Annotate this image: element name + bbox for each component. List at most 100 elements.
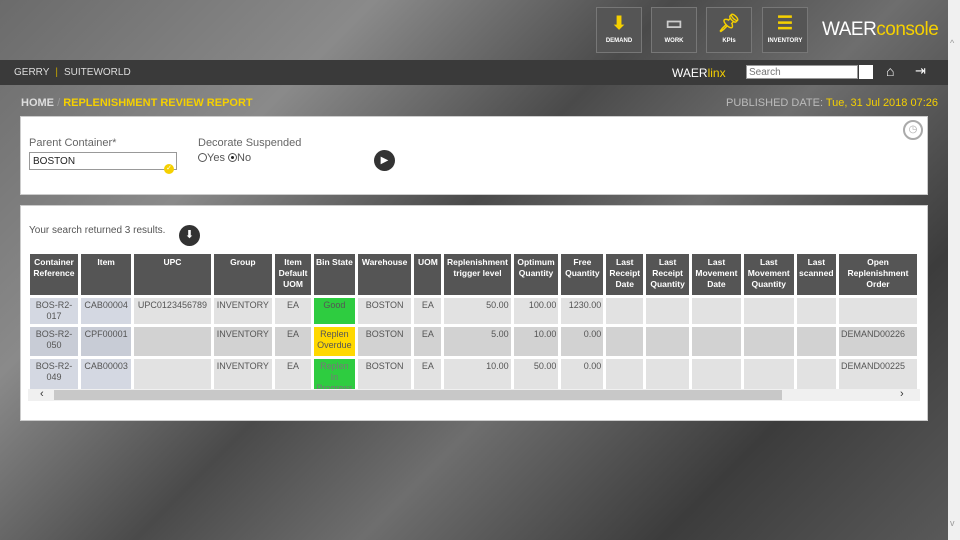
scrollbar-thumb[interactable]: [54, 390, 782, 400]
column-header[interactable]: UOM: [414, 254, 442, 295]
results-table: Container Reference Item UPC Group Item Defa…: [28, 251, 920, 389]
published-date: PUBLISHED DATE: Tue, 31 Jul 2018 07:26: [726, 97, 938, 109]
results-message: Your search returned 3 results.: [29, 225, 166, 236]
table-cell: EA: [275, 298, 311, 324]
breadcrumb-home[interactable]: HOME: [21, 97, 54, 109]
waerconsole-logo: WAERconsole: [822, 19, 939, 40]
tile-label: DEMAND: [605, 38, 633, 44]
column-header[interactable]: Open Replenishment Order: [838, 254, 917, 295]
work-tile[interactable]: ▭ WORK: [651, 7, 697, 53]
inventory-tile[interactable]: ☰ INVENTORY: [762, 7, 808, 53]
column-header[interactable]: Item Default UOM: [275, 254, 311, 295]
table-cell: CAB00004: [80, 298, 132, 324]
table-cell: [691, 298, 741, 324]
table-cell: 10.00: [513, 327, 559, 356]
column-header[interactable]: Warehouse: [357, 254, 412, 295]
bin-state-badge: Good: [313, 298, 355, 324]
column-header[interactable]: Last scanned: [796, 254, 836, 295]
tile-label: WORK: [664, 38, 684, 44]
table-cell: [134, 327, 211, 356]
table-cell: EA: [414, 298, 442, 324]
column-header[interactable]: Replenishment trigger level: [444, 254, 511, 295]
radio-no-label: No: [237, 152, 252, 164]
tile-label: INVENTORY: [767, 38, 803, 44]
search-input[interactable]: [746, 65, 858, 79]
table-cell: [796, 327, 836, 356]
table-cell: [796, 359, 836, 389]
top-bar: ⬇ DEMAND ▭ WORK 📌︎ KPIs ☰ INVENTORY WAERcons…: [0, 0, 948, 60]
table-cell: EA: [275, 359, 311, 389]
table-cell: BOS-R2-017: [30, 298, 78, 324]
timer-icon[interactable]: ◷: [903, 120, 923, 140]
pushpin-icon: 📌︎: [717, 13, 741, 33]
kpis-tile[interactable]: 📌︎ KPIs: [706, 7, 752, 53]
column-header[interactable]: Last Movement Quantity: [743, 254, 794, 295]
bin-state-badge: Replen Overdue: [313, 327, 355, 356]
results-panel: Your search returned 3 results. ⬇ Contai…: [20, 205, 928, 421]
vertical-scrollbar[interactable]: ^ v: [948, 0, 960, 540]
table-cell: [606, 327, 644, 356]
column-header[interactable]: Optimum Quantity: [513, 254, 559, 295]
table-cell: CPF00001: [80, 327, 132, 356]
logout-icon[interactable]: ⇥: [915, 63, 926, 78]
column-header[interactable]: Item: [80, 254, 132, 295]
table-cell: [743, 298, 794, 324]
demand-tile[interactable]: ⬇ DEMAND: [596, 7, 642, 53]
download-icon[interactable]: ⬇: [179, 225, 200, 246]
table-cell: BOSTON: [357, 359, 412, 389]
table-cell: 50.00: [513, 359, 559, 389]
column-header[interactable]: Free Quantity: [561, 254, 604, 295]
radio-yes[interactable]: [198, 153, 207, 162]
parent-container-input[interactable]: BOSTON: [29, 152, 177, 170]
bin-state-badge: Replen In Progress: [313, 359, 355, 389]
table-cell: DEMAND00226: [838, 327, 917, 356]
table-row[interactable]: BOS-R2-050 CPF00001 INVENTORY EA Replen Over…: [30, 327, 917, 356]
table-cell: 50.00: [444, 298, 511, 324]
site-name[interactable]: SUITEWORLD: [64, 67, 131, 78]
table-cell: EA: [414, 359, 442, 389]
table-cell: [606, 359, 644, 389]
table-cell: 0.00: [561, 327, 604, 356]
table-cell: [646, 327, 689, 356]
filter-panel: Parent Container* BOSTON ✓ Decorate Susp…: [20, 116, 928, 195]
column-header[interactable]: Group: [213, 254, 273, 295]
table-cell: [134, 359, 211, 389]
table-cell: BOS-R2-049: [30, 359, 78, 389]
table-cell: BOSTON: [357, 298, 412, 324]
table-cell: [743, 359, 794, 389]
decorate-suspended-label: Decorate Suspended: [198, 137, 302, 149]
radio-no[interactable]: [228, 153, 238, 162]
search-button[interactable]: [859, 65, 873, 79]
valid-check-icon: ✓: [164, 164, 174, 174]
table-cell: BOSTON: [357, 327, 412, 356]
nav-bar: GERRY|SUITEWORLD WAERlinx ⌂ ⇥: [0, 60, 948, 85]
table-cell: EA: [414, 327, 442, 356]
horizontal-scrollbar[interactable]: ‹ ›: [28, 388, 920, 401]
demand-icon: ⬇: [611, 13, 627, 33]
column-header[interactable]: Last Receipt Quantity: [646, 254, 689, 295]
table-row[interactable]: BOS-R2-049 CAB00003 INVENTORY EA Replen In P…: [30, 359, 917, 389]
table-cell: [646, 298, 689, 324]
results-table-wrapper: Container Reference Item UPC Group Item Defa…: [28, 251, 920, 389]
table-cell: [606, 298, 644, 324]
table-cell: [691, 359, 741, 389]
table-cell: EA: [275, 327, 311, 356]
table-cell: BOS-R2-050: [30, 327, 78, 356]
column-header[interactable]: Container Reference: [30, 254, 78, 295]
table-cell: [838, 298, 917, 324]
table-cell: [691, 327, 741, 356]
user-name[interactable]: GERRY: [14, 67, 50, 78]
run-button[interactable]: ▶: [374, 150, 395, 171]
table-cell: 1230.00: [561, 298, 604, 324]
home-icon[interactable]: ⌂: [886, 63, 895, 79]
column-header[interactable]: Bin State: [313, 254, 355, 295]
tile-label: KPIs: [722, 38, 736, 44]
table-row[interactable]: BOS-R2-017 CAB00004 UPC0123456789 INVENTORY…: [30, 298, 917, 324]
column-header[interactable]: Last Movement Date: [691, 254, 741, 295]
breadcrumb: HOME / REPLENISHMENT REVIEW REPORT: [21, 97, 253, 109]
column-header[interactable]: UPC: [134, 254, 211, 295]
table-cell: 5.00: [444, 327, 511, 356]
table-cell: [646, 359, 689, 389]
column-header[interactable]: Last Receipt Date: [606, 254, 644, 295]
table-cell: CAB00003: [80, 359, 132, 389]
